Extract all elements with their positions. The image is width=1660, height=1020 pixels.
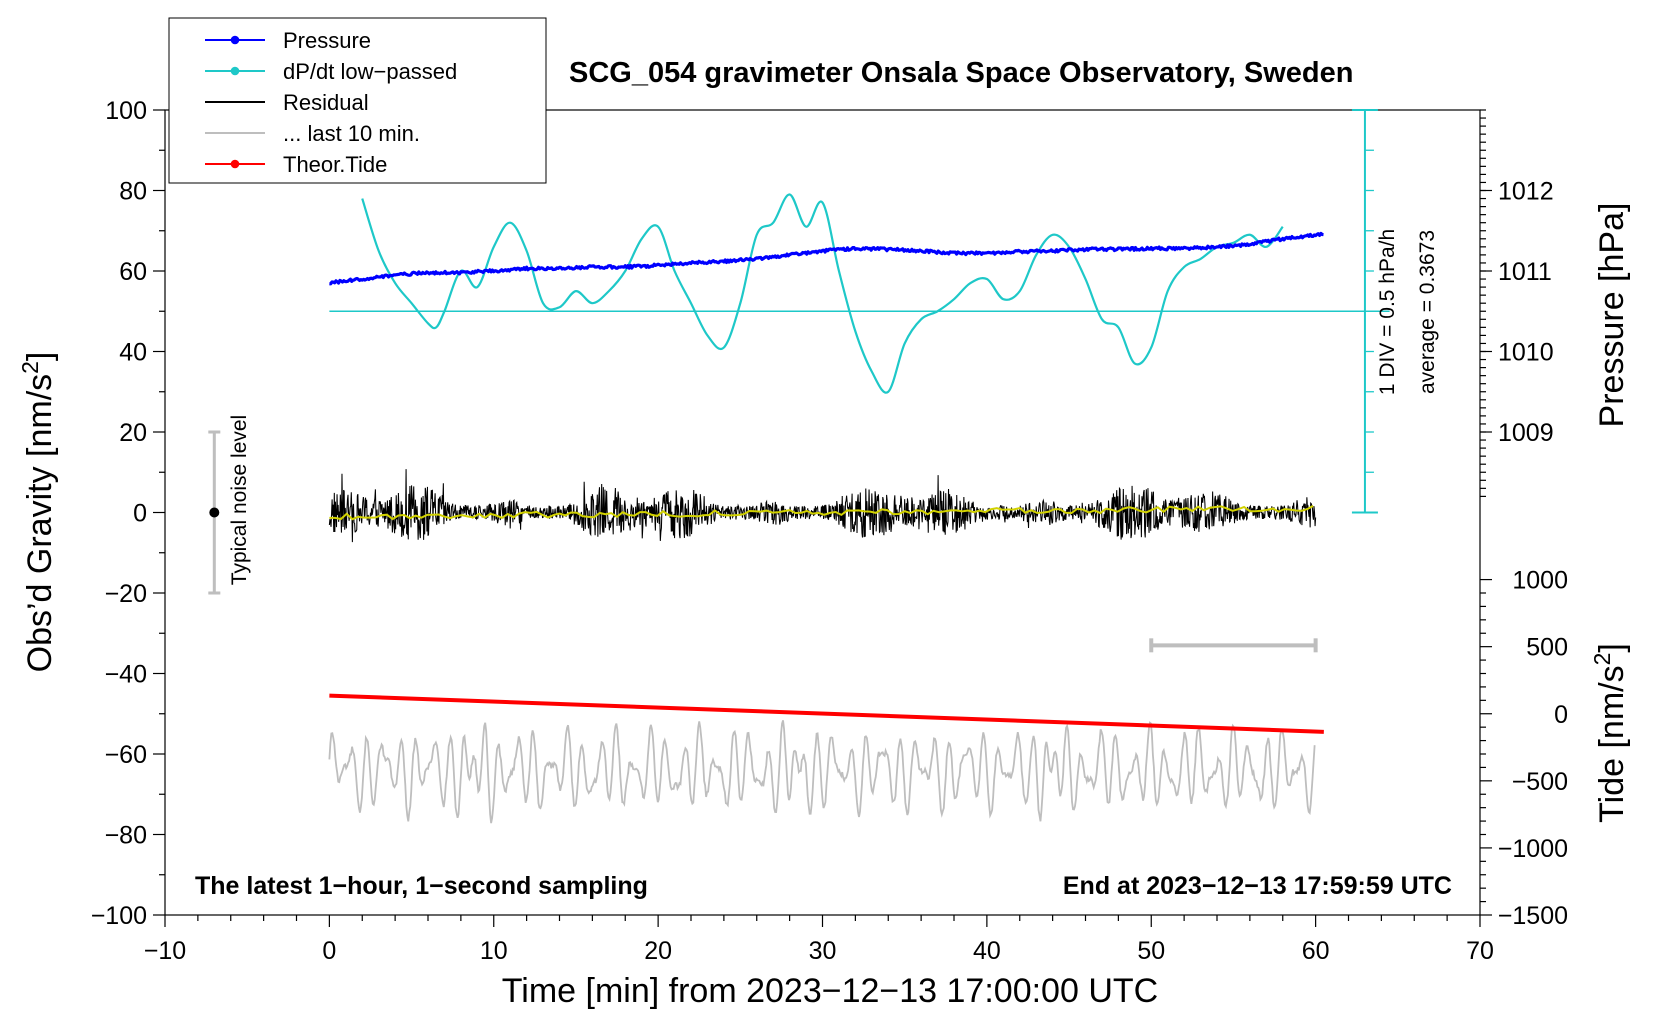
noise-bar-center-dot xyxy=(209,507,220,518)
last-ten-minutes-line xyxy=(328,720,1316,824)
dpdt-series-line xyxy=(361,193,1284,394)
typical-noise-bar xyxy=(208,430,221,595)
pressure-tick-label: 1012 xyxy=(1498,178,1554,206)
x-tick-label: −10 xyxy=(144,937,186,965)
legend-label: ... last 10 min. xyxy=(283,121,420,146)
left-tick-label: 80 xyxy=(119,178,147,206)
tide-tick-label: 500 xyxy=(1526,634,1568,662)
time-window-bar xyxy=(1149,638,1318,653)
tide-axis-title-main: Tide [nm/s xyxy=(1593,665,1631,822)
left-tick-label: 0 xyxy=(133,500,147,528)
tide-tick-label: 1000 xyxy=(1512,567,1568,595)
left-tick-label: −80 xyxy=(105,822,147,850)
x-tick-label: 20 xyxy=(644,937,672,965)
scale-div-label: 1 DIV = 0.5 hPa/h xyxy=(1376,229,1399,395)
pressure-series-line xyxy=(329,231,1324,286)
chart-title: SCG_054 gravimeter Onsala Space Observat… xyxy=(569,57,1353,89)
pressure-tick-label: 1010 xyxy=(1498,339,1554,367)
legend-label: dP/dt low−passed xyxy=(283,59,457,84)
tide-tick-label: 0 xyxy=(1554,701,1568,729)
series-layer xyxy=(328,193,1390,824)
left-y-axis: 100 80 60 40 20 0 −20 −40 −60 −80 −100 xyxy=(91,97,165,930)
residual-series-line xyxy=(328,469,1317,543)
x-tick-label: 40 xyxy=(973,937,1001,965)
tide-tick-label: −1500 xyxy=(1498,902,1568,930)
tide-tick-label: −1000 xyxy=(1498,835,1568,863)
tide-series-line xyxy=(329,693,1324,734)
tide-axis-title-sup: 2 xyxy=(1589,653,1615,666)
pressure-tick-label: 1009 xyxy=(1498,419,1554,447)
legend-label: Pressure xyxy=(283,28,371,53)
left-axis-title-sup: 2 xyxy=(17,361,43,374)
tide-axis-title: Tide [nm/s2] xyxy=(1589,643,1631,823)
pressure-axis-title: Pressure [hPa] xyxy=(1593,203,1631,428)
x-tick-label: 30 xyxy=(809,937,837,965)
left-axis-title: Obs’d Gravity [nm/s2] xyxy=(17,352,59,673)
left-axis-title-main: Obs’d Gravity [nm/s xyxy=(21,374,59,673)
left-tick-label: −60 xyxy=(105,741,147,769)
x-tick-label: 60 xyxy=(1302,937,1330,965)
left-axis-title-close: ] xyxy=(21,352,59,361)
x-tick-label: 10 xyxy=(480,937,508,965)
x-axis: −10 0 10 20 30 40 50 60 70 xyxy=(144,915,1494,965)
left-tick-label: 40 xyxy=(119,339,147,367)
left-tick-label: −40 xyxy=(105,661,147,689)
legend-label: Residual xyxy=(283,90,369,115)
pressure-tick-label: 1011 xyxy=(1498,258,1552,286)
legend-swatch-marker xyxy=(230,159,240,169)
x-tick-label: 70 xyxy=(1466,937,1494,965)
legend: Pressure dP/dt low−passed Residual ... last… xyxy=(168,17,547,184)
legend-swatch-marker xyxy=(230,35,240,45)
left-tick-label: −100 xyxy=(91,902,147,930)
legend-label: Theor.Tide xyxy=(283,152,387,177)
tide-axis-title-close: ] xyxy=(1593,643,1631,652)
left-tick-label: −20 xyxy=(105,580,147,608)
pressure-axis: 1012 1011 1010 1009 xyxy=(1480,109,1554,497)
left-tick-label: 20 xyxy=(119,419,147,447)
tide-tick-label: −500 xyxy=(1512,768,1568,796)
left-tick-label: 60 xyxy=(119,258,147,286)
tide-axis: 1000 500 0 −500 −1000 −1500 xyxy=(1480,567,1568,930)
residual-smoothed-line xyxy=(329,505,1314,521)
left-tick-label: 100 xyxy=(105,97,147,125)
legend-swatch-marker xyxy=(230,66,240,76)
end-time-note: End at 2023−12−13 17:59:59 UTC xyxy=(1063,872,1452,900)
x-axis-title: Time [min] from 2023−12−13 17:00:00 UTC xyxy=(502,972,1158,1010)
noise-level-label: Typical noise level xyxy=(228,415,251,585)
scale-average-label: average = 0.3673 xyxy=(1416,230,1439,394)
sampling-note: The latest 1−hour, 1−second sampling xyxy=(195,872,648,900)
x-tick-label: 50 xyxy=(1137,937,1165,965)
x-tick-label: 0 xyxy=(322,937,336,965)
legend-box xyxy=(168,17,547,184)
